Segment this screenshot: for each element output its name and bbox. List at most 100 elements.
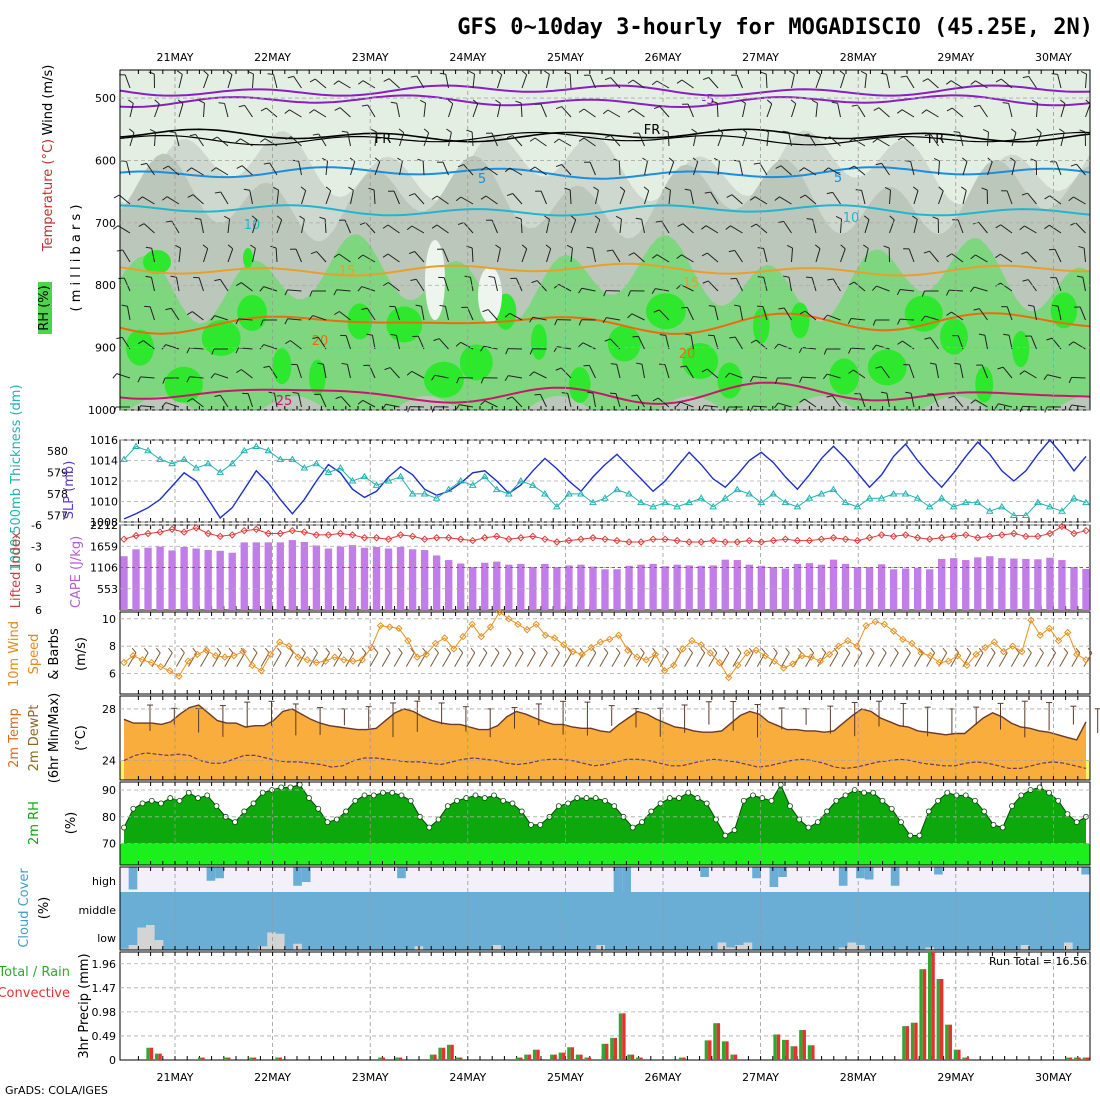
li-marker [228,531,236,539]
wind-barb-flag [545,244,551,250]
wind-barb [998,652,1008,667]
wind-barb [216,136,229,147]
date-tick-top: 27MAY [742,51,779,64]
wind-barb [336,289,351,292]
wind-barb [534,166,547,176]
wind-barb [339,311,351,321]
precip-conv-bar [725,1041,729,1060]
wind-barb-flag [357,399,364,405]
wind-barb-flag [889,215,895,221]
thickness-marker [204,459,213,467]
wind-barb-flag [407,406,411,413]
cloud-low-bar [734,945,744,950]
wind-barb [546,248,552,263]
wind-barb-flag [1044,195,1050,200]
wind-barb-flag [578,342,584,348]
cape-bar [420,550,429,610]
wind-barb-flag [750,339,757,344]
wind-barb-flag [148,71,155,75]
wind-barb [659,106,670,118]
wind-barb [1060,132,1065,147]
wind-barb-flag [415,304,422,307]
thickness-marker [889,489,898,497]
wind-barb-flag [840,244,846,250]
wind-barb-flag [317,362,324,365]
precip-conv-bar [965,1057,970,1060]
wind-barb [644,190,650,205]
cloud-low-bar [154,940,164,950]
wind-barb [387,253,400,263]
wind-barb-flag [860,70,867,75]
wind-barb [466,307,474,321]
wind-speed-marker [303,656,311,664]
wind-barb-flag [1076,275,1083,278]
wind-barb [175,277,180,292]
wind-barb-flag [627,290,631,297]
wind-barb-flag [1043,374,1048,380]
rh2m-marker [315,805,322,812]
wind-barb [485,166,498,176]
wind-barb-flag [162,165,169,170]
thickness-marker [468,481,477,488]
wind-barb-flag [762,128,769,133]
wind-barb [1071,376,1086,379]
wind-barb-flag [1080,71,1087,75]
wind-barb [713,335,719,350]
wind-barb [902,136,915,147]
wind-barb-flag [995,253,1001,259]
wind-barb [385,403,400,408]
wind-barb [592,393,596,408]
wind-barb [589,74,596,89]
wind-barb [369,652,379,667]
cape-bar [204,550,212,610]
li-marker [432,534,441,542]
wind-barb [926,109,939,118]
wind-barb [783,221,792,234]
wind-barb [497,103,501,118]
wind-barb-flag [711,100,718,104]
precip-total-bar [558,1052,563,1060]
wind-barb [763,277,768,292]
wind-barb-flag [187,194,194,198]
wind-barb [293,76,302,89]
rh2m-marker [565,800,571,807]
wind-barb [1071,404,1086,408]
date-tick-bottom: 22MAY [254,1071,291,1084]
rh2m-marker [148,797,155,804]
rh2m-marker [121,824,127,831]
wind-barb-flag [308,315,314,321]
wind-barb [325,161,329,176]
wind-barb [908,364,915,379]
wind-barb [667,131,670,147]
precip-conv-bar [450,1044,454,1060]
wind-barb [864,219,870,234]
wind-barb [362,254,376,263]
wind-barb-flag [472,99,479,105]
wind-barb-flag [1059,128,1065,133]
precip-total-bar [532,1049,537,1060]
wind-speed-marker [376,621,385,630]
wind-barb [877,138,890,147]
wind-barb-flag [112,373,118,379]
li-marker [132,531,140,540]
wind-speed-marker [285,642,293,650]
rh2m-marker [185,789,192,796]
wind-barb [1075,222,1086,234]
wind-barb [333,652,343,667]
wind-barb-flag [602,109,609,115]
li-marker [1046,529,1054,538]
wind-speed-marker [935,658,944,667]
wind-barb-flag [165,307,172,311]
wind-barb [680,284,694,292]
wind-barb-flag [798,167,805,172]
cloud-low-bar [137,927,146,950]
li-marker [553,538,561,546]
wind-barb [974,652,984,667]
wind-barb [374,132,378,147]
wind-barb-flag [161,196,168,201]
ylabel-precip-total: Total / Rain [0,965,70,980]
wind-barb [399,161,403,176]
li-tick: 0 [35,562,42,575]
isotherm [119,312,1091,335]
